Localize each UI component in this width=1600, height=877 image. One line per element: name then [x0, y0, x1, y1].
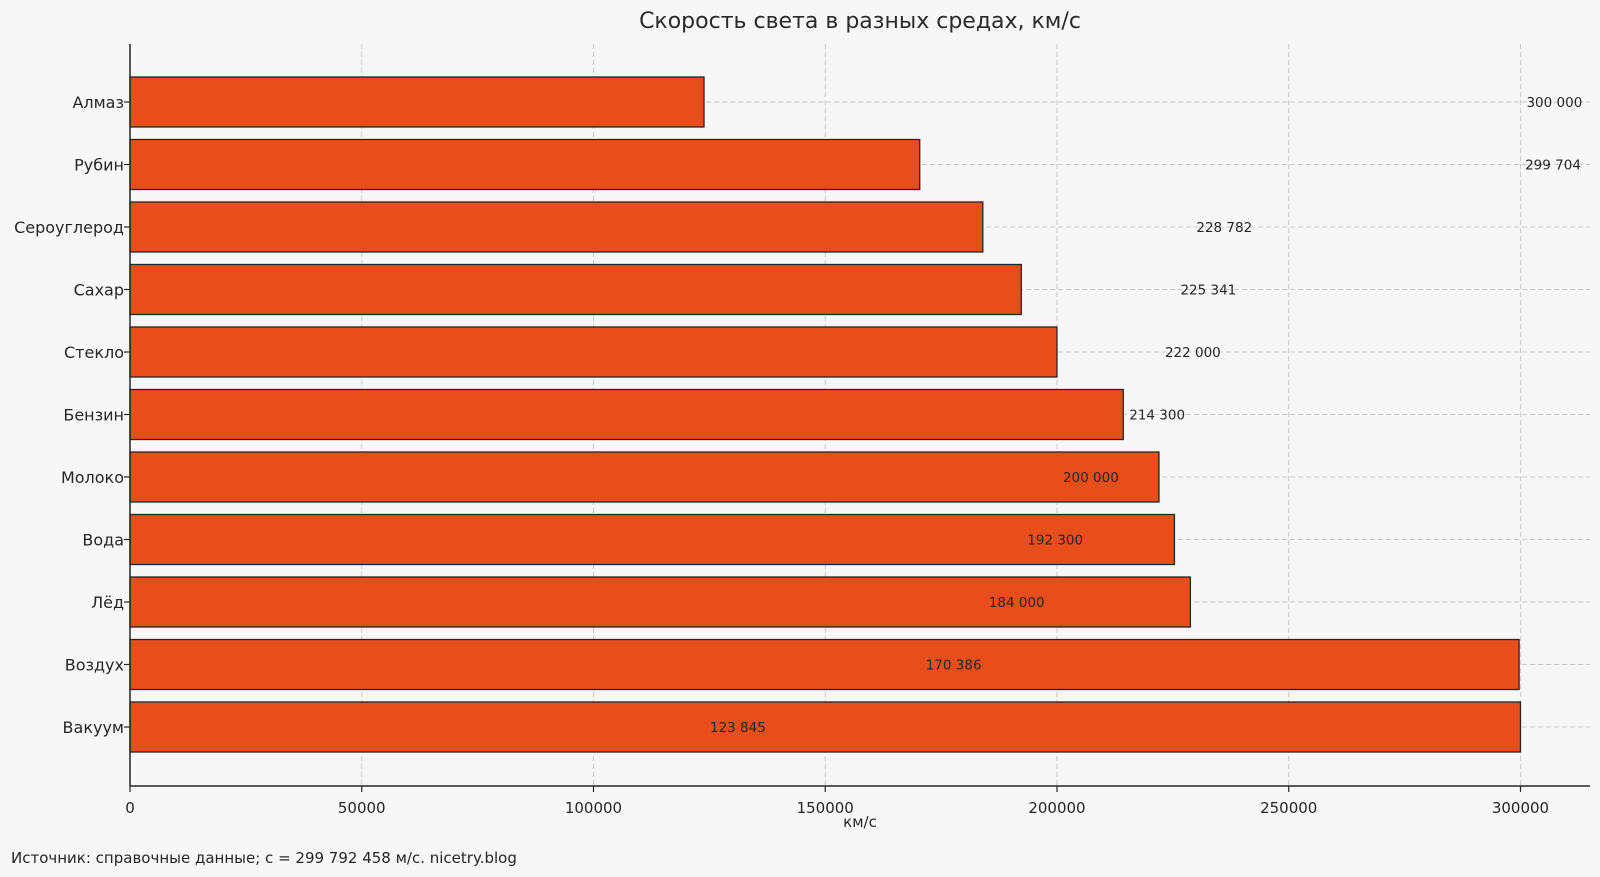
y-tick-label: Алмаз	[72, 93, 124, 112]
bar	[129, 326, 1058, 378]
data-label: 300 000	[1526, 95, 1582, 111]
data-label: 228 782	[1196, 220, 1252, 236]
bar	[129, 638, 1520, 691]
data-label: 170 386	[926, 658, 982, 674]
source-note: Источник: справочные данные; c = 299 792…	[11, 849, 517, 867]
bar	[129, 201, 984, 253]
x-tick-label: 300000	[1492, 799, 1549, 817]
y-tick-label: Бензин	[63, 406, 124, 425]
x-tick-labels: 0 50000 100000 150000 200000 250000 300000	[125, 799, 1549, 817]
y-tick-label: Рубин	[74, 156, 124, 175]
axes	[124, 44, 1590, 792]
x-tick-label: 150000	[797, 799, 854, 817]
x-tick-label: 100000	[565, 799, 622, 817]
y-tick-label: Молоко	[61, 468, 124, 487]
x-tick-label: 200000	[1028, 799, 1085, 817]
data-label: 214 300	[1129, 408, 1185, 424]
chart-title: Скорость света в разных средах, км/с	[639, 9, 1081, 34]
data-label: 184 000	[989, 595, 1045, 611]
bar	[129, 451, 1160, 503]
y-tick-labels: Алмаз Рубин Сероуглерод Сахар Стекло Бензин Мо…	[14, 93, 124, 737]
data-label: 299 704	[1525, 158, 1581, 174]
data-label: 123 845	[710, 720, 766, 736]
x-tick-label: 0	[125, 799, 135, 817]
y-tick-label: Вода	[82, 531, 124, 550]
bar	[129, 263, 1022, 316]
data-label: 222 000	[1165, 345, 1221, 361]
bars	[129, 76, 1522, 753]
data-label: 225 341	[1180, 283, 1236, 299]
y-tick-label: Воздух	[65, 656, 124, 675]
data-label: 192 300	[1027, 533, 1083, 549]
x-axis-label: км/с	[843, 813, 877, 831]
bar	[129, 138, 921, 191]
bar	[129, 513, 1176, 566]
data-labels: 300 000 299 704 228 782 225 341 222 000 214 3…	[710, 95, 1582, 736]
y-tick-label: Стекло	[64, 343, 124, 362]
y-tick-label: Лёд	[91, 593, 124, 612]
bar	[129, 388, 1124, 441]
bar	[129, 701, 1522, 753]
bar	[129, 576, 1192, 628]
data-label: 200 000	[1063, 470, 1119, 486]
y-tick-label: Сахар	[74, 281, 124, 300]
x-tick-label: 50000	[338, 799, 386, 817]
y-tick-label: Сероуглерод	[14, 218, 124, 237]
bar	[129, 76, 705, 128]
y-tick-label: Вакуум	[63, 718, 124, 737]
x-tick-label: 250000	[1260, 799, 1317, 817]
